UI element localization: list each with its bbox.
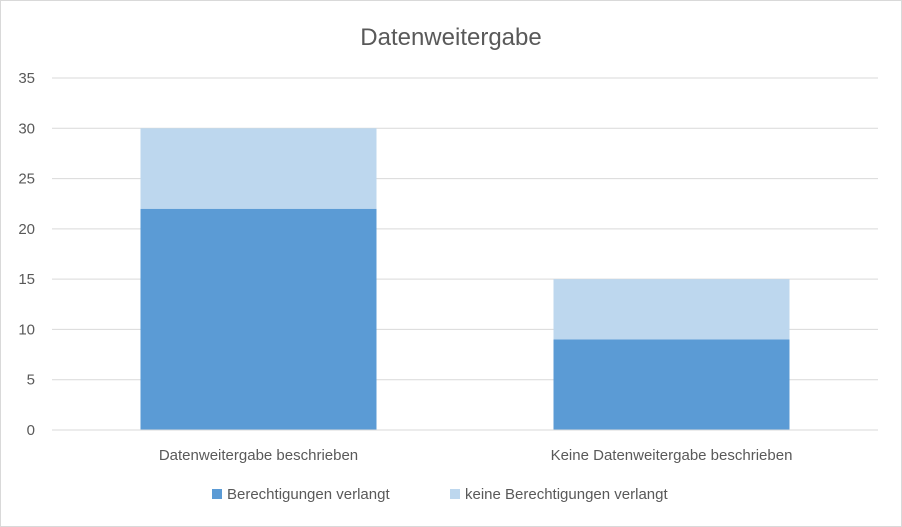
- y-tick-label: 10: [18, 321, 35, 338]
- x-category-label: Keine Datenweitergabe beschrieben: [551, 447, 793, 464]
- bar-segment-berechtigungen-verlangt: [553, 339, 790, 430]
- legend: Berechtigungen verlangt keine Berechtigun…: [212, 486, 668, 503]
- legend-label: Berechtigungen verlangt: [227, 486, 390, 503]
- bars: [140, 128, 790, 430]
- y-tick-label: 35: [18, 70, 35, 87]
- y-tick-label: 30: [18, 120, 35, 137]
- legend-swatch: [212, 489, 222, 499]
- y-tick-label: 5: [27, 372, 35, 389]
- y-tick-label: 20: [18, 221, 35, 238]
- bar-segment-keine-berechtigungen-verlangt: [140, 128, 377, 209]
- legend-swatch: [450, 489, 460, 499]
- y-tick-label: 25: [18, 171, 35, 188]
- bar-segment-berechtigungen-verlangt: [140, 208, 377, 430]
- x-category-label: Datenweitergabe beschrieben: [159, 447, 358, 464]
- y-tick-label: 0: [27, 422, 35, 439]
- bar-segment-keine-berechtigungen-verlangt: [553, 279, 790, 340]
- chart-title: Datenweitergabe: [360, 24, 541, 51]
- legend-label: keine Berechtigungen verlangt: [465, 486, 668, 503]
- y-axis: 0 5 10 15 20 25 30 35: [18, 70, 35, 439]
- x-axis: Datenweitergabe beschrieben Keine Datenwe…: [52, 429, 878, 464]
- y-tick-label: 15: [18, 271, 35, 288]
